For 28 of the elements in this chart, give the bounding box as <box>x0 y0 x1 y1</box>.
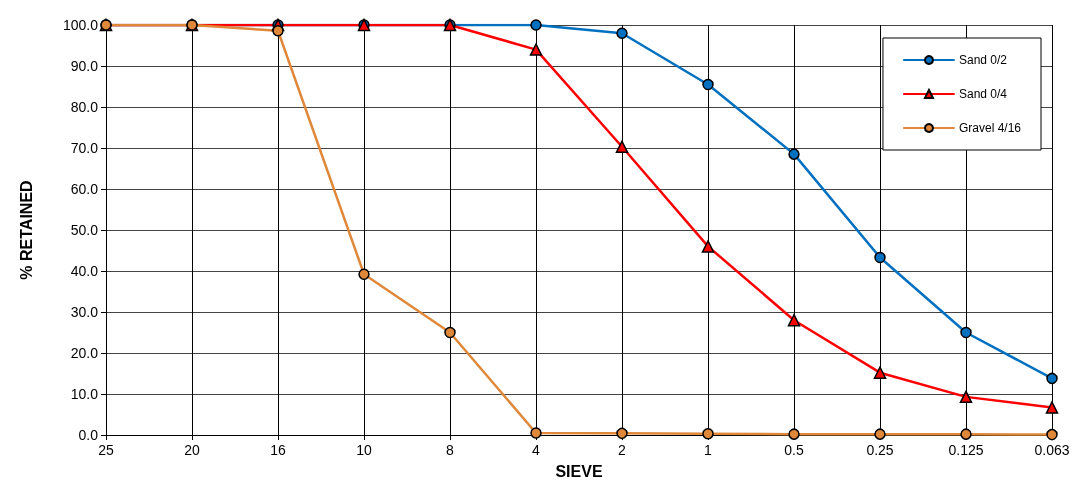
y-tick-label: 60.0 <box>70 181 99 197</box>
x-tick-label: 16 <box>270 442 286 458</box>
legend-label: Gravel 4/16 <box>958 121 1022 135</box>
x-axis-title: SIEVE <box>555 462 603 480</box>
x-tick-label: 0.063 <box>1034 442 1070 458</box>
y-tick-label: 100.0 <box>62 17 99 33</box>
y-axis-title: % RETAINED <box>17 180 35 280</box>
y-tick-label: 80.0 <box>70 99 99 115</box>
x-tick-label: 0.25 <box>866 442 894 458</box>
x-tick-label: 2 <box>618 442 627 458</box>
y-tick-label: 0.0 <box>78 427 99 443</box>
y-tick-label: 50.0 <box>70 222 99 238</box>
y-tick-label: 70.0 <box>70 140 99 156</box>
legend-label: Sand 0/2 <box>958 53 1008 67</box>
y-tick-label: 30.0 <box>70 304 99 320</box>
y-tick-label: 90.0 <box>70 58 99 74</box>
x-tick-label: 1 <box>704 442 713 458</box>
y-tick-label: 20.0 <box>70 345 99 361</box>
x-tick-label: 4 <box>532 442 541 458</box>
x-tick-label: 20 <box>184 442 200 458</box>
x-tick-label: 10 <box>356 442 372 458</box>
x-tick-label: 25 <box>98 442 114 458</box>
legend-label: Sand 0/4 <box>958 87 1008 101</box>
y-tick-label: 40.0 <box>70 263 99 279</box>
x-tick-label: 8 <box>446 442 455 458</box>
x-tick-label: 0.5 <box>784 442 804 458</box>
y-tick-label: 10.0 <box>70 386 99 402</box>
x-tick-label: 0.125 <box>948 442 984 458</box>
